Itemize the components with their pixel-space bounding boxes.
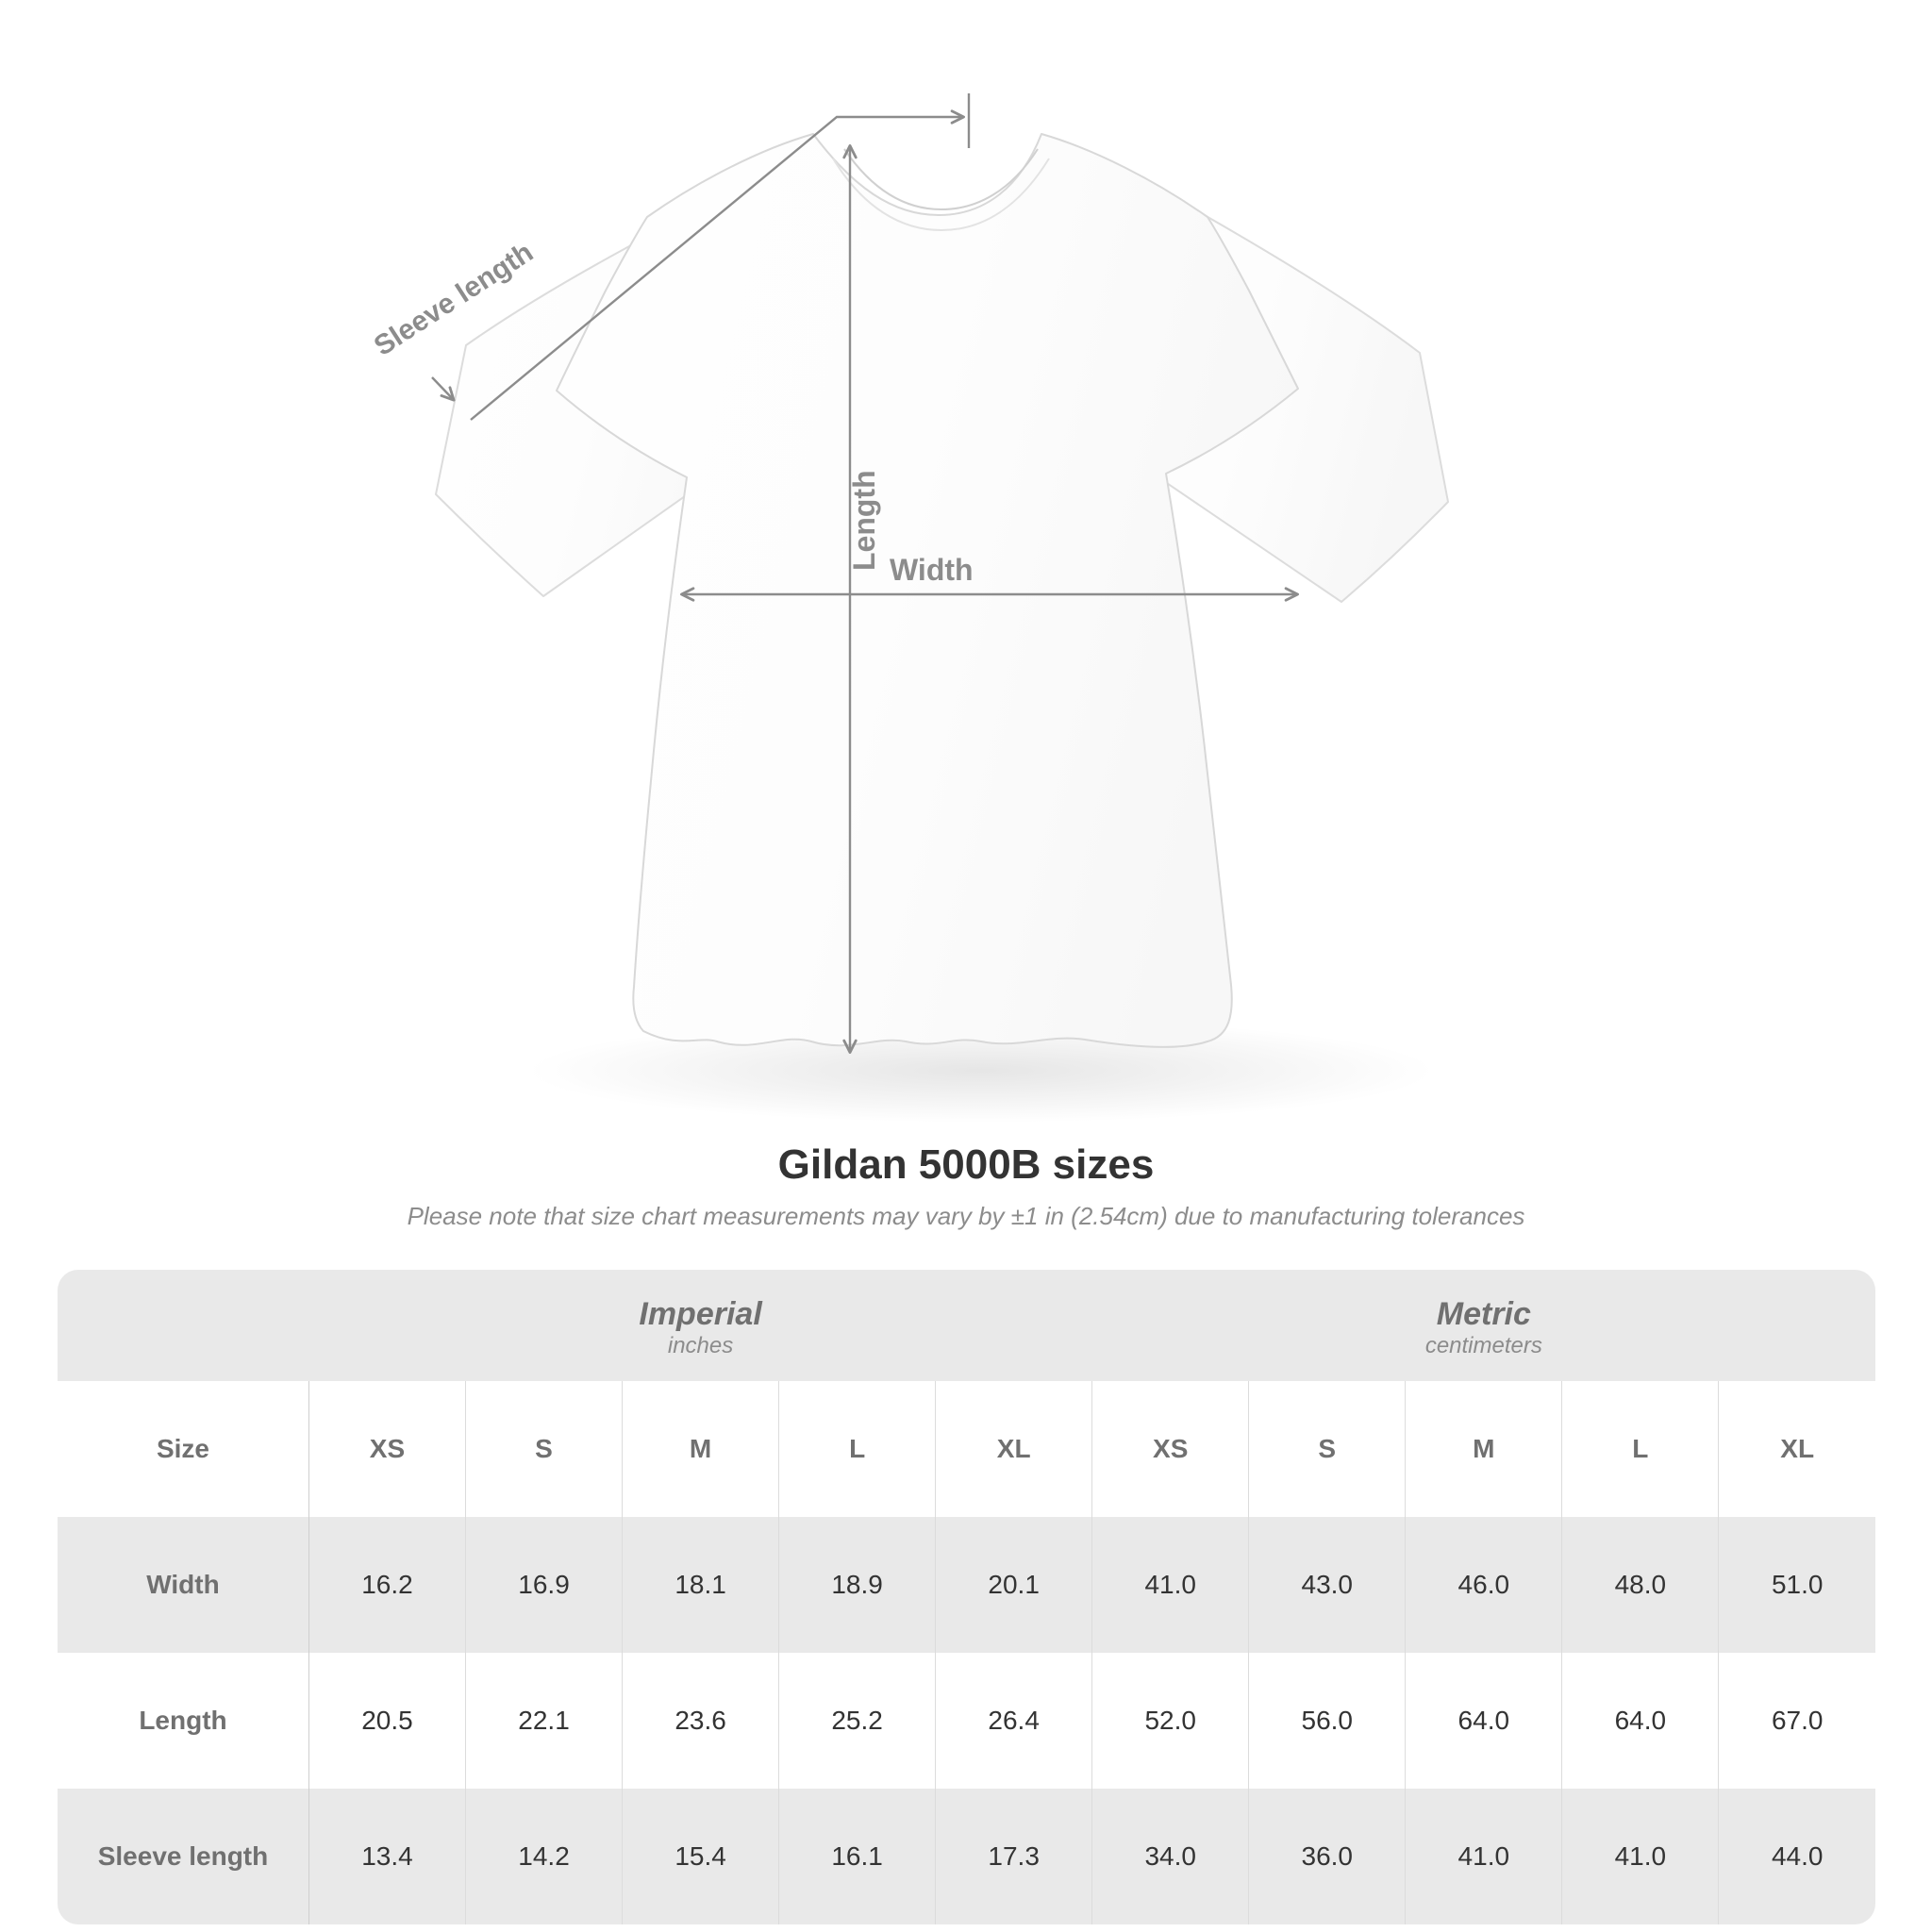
svg-text:Length: Length — [847, 470, 881, 571]
svg-text:Width: Width — [890, 553, 974, 587]
